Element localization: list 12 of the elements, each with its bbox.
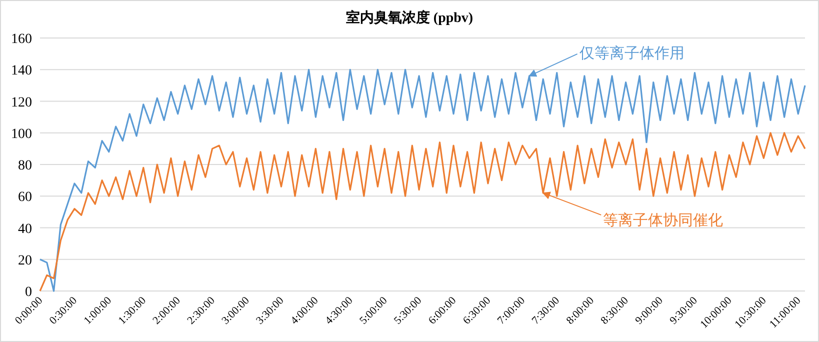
y-tick-label: 20: [18, 253, 32, 268]
y-tick-label: 120: [11, 95, 32, 110]
y-tick-label: 160: [11, 32, 32, 47]
y-tick-label: 0: [25, 285, 32, 300]
y-tick-label: 100: [11, 126, 32, 142]
y-tick-label: 60: [18, 190, 32, 206]
chart-title: 室内臭氧浓度 (ppbv): [346, 9, 474, 26]
y-tick-label: 140: [11, 64, 32, 79]
annotation: 仅等离子体作用: [579, 44, 684, 62]
y-tick-label: 80: [18, 158, 32, 174]
annotation: 等离子体协同催化: [603, 210, 724, 229]
y-tick-label: 40: [18, 222, 32, 237]
